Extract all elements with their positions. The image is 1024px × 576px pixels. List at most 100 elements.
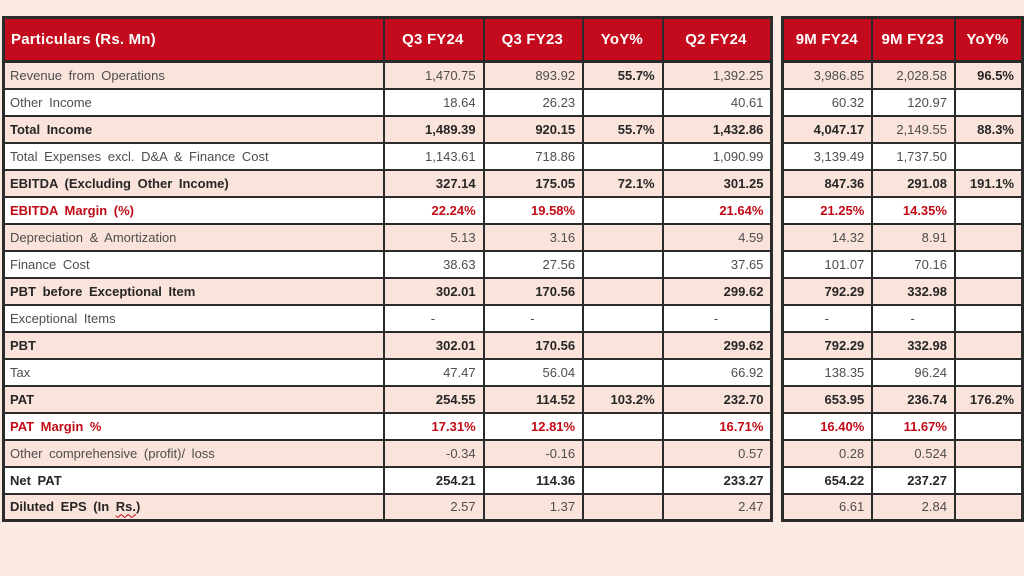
table-row: 6.61 2.84 <box>781 492 1024 522</box>
row-label: EBITDA Margin (%) <box>2 195 386 225</box>
cell-q3-fy24: 18.64 <box>383 87 485 117</box>
cell-9m-fy23: 236.74 <box>871 384 956 414</box>
cell-q3-fy23: 718.86 <box>482 141 585 171</box>
column-header-yoy-quarter: YoY% <box>582 16 664 63</box>
cell-yoy- <box>582 303 664 333</box>
cell-9m-fy23: 237.27 <box>871 465 956 495</box>
cell-9m-fy24: 60.32 <box>781 87 874 117</box>
column-header-q3-fy23: Q3 FY23 <box>482 16 585 63</box>
table-header-right: 9M FY24 9M FY23 YoY% <box>781 16 1024 63</box>
table-row: EBITDA (Excluding Other Income) 327.14 175… <box>2 168 773 198</box>
table-row: -- <box>781 303 1024 333</box>
table-row: Tax 47.47 56.04 66.92 <box>2 357 773 387</box>
table-row: 847.36 291.08 191.1% <box>781 168 1024 198</box>
cell-q2-fy24: - <box>661 303 773 333</box>
cell-yoy--9m <box>953 222 1024 252</box>
cell-q3-fy23: 19.58% <box>482 195 585 225</box>
table-row: PAT 254.55 114.52 103.2% 232.70 <box>2 384 773 414</box>
cell-yoy- <box>582 141 664 171</box>
row-label: Other comprehensive (profit)/ loss <box>2 438 386 468</box>
cell-q3-fy23: 56.04 <box>482 357 585 387</box>
cell-q3-fy24: 302.01 <box>383 276 485 306</box>
cell-yoy--9m <box>953 276 1024 306</box>
cell-q2-fy24: 1,392.25 <box>661 60 773 90</box>
cell-q2-fy24: 37.65 <box>661 249 773 279</box>
cell-9m-fy23: 14.35% <box>871 195 956 225</box>
header-row: Particulars (Rs. Mn) Q3 FY24 Q3 FY23 YoY… <box>2 16 773 63</box>
cell-q3-fy23: 3.16 <box>482 222 585 252</box>
cell-q2-fy24: 1,432.86 <box>661 114 773 144</box>
cell-q3-fy23: - <box>482 303 585 333</box>
cell-q3-fy23: 170.56 <box>482 330 585 360</box>
results-table-right-section: 9M FY24 9M FY23 YoY% 3,986.85 2,028.58 96.… <box>781 16 1024 522</box>
cell-q3-fy23: 893.92 <box>482 60 585 90</box>
cell-9m-fy23: 291.08 <box>871 168 956 198</box>
row-label: Diluted EPS (In Rs.) <box>2 492 386 522</box>
table-row: Diluted EPS (In Rs.) 2.57 1.37 2.47 <box>2 492 773 522</box>
table-row: 3,986.85 2,028.58 96.5% <box>781 60 1024 90</box>
cell-9m-fy24: 16.40% <box>781 411 874 441</box>
row-label: Finance Cost <box>2 249 386 279</box>
cell-yoy--9m <box>953 87 1024 117</box>
table-row: 654.22 237.27 <box>781 465 1024 495</box>
row-label: Exceptional Items <box>2 303 386 333</box>
cell-q2-fy24: 4.59 <box>661 222 773 252</box>
cell-yoy- <box>582 330 664 360</box>
row-label: PBT before Exceptional Item <box>2 276 386 306</box>
cell-q3-fy23: 114.36 <box>482 465 585 495</box>
cell-q3-fy23: 175.05 <box>482 168 585 198</box>
column-header-yoy-9m: YoY% <box>953 16 1024 63</box>
cell-q3-fy24: 38.63 <box>383 249 485 279</box>
table-row: 14.32 8.91 <box>781 222 1024 252</box>
table-row: Depreciation & Amortization 5.13 3.16 4.59 <box>2 222 773 252</box>
cell-yoy--9m: 88.3% <box>953 114 1024 144</box>
cell-9m-fy23: 332.98 <box>871 276 956 306</box>
table-row: 3,139.49 1,737.50 <box>781 141 1024 171</box>
row-label: Tax <box>2 357 386 387</box>
cell-9m-fy24: 792.29 <box>781 276 874 306</box>
cell-9m-fy24: 654.22 <box>781 465 874 495</box>
table-row: 0.28 0.524 <box>781 438 1024 468</box>
cell-q3-fy24: 5.13 <box>383 222 485 252</box>
spellcheck-underlined-word: Rs. <box>115 499 137 515</box>
cell-yoy--9m <box>953 249 1024 279</box>
column-header-9m-fy23: 9M FY23 <box>871 16 956 63</box>
column-header-particulars: Particulars (Rs. Mn) <box>2 16 386 63</box>
table-row: 60.32 120.97 <box>781 87 1024 117</box>
table-body-right: 3,986.85 2,028.58 96.5% 60.32 120.97 4,047.17… <box>781 60 1024 522</box>
cell-9m-fy23: 1,737.50 <box>871 141 956 171</box>
cell-q2-fy24: 21.64% <box>661 195 773 225</box>
table-row: Finance Cost 38.63 27.56 37.65 <box>2 249 773 279</box>
cell-yoy-: 55.7% <box>582 60 664 90</box>
cell-9m-fy23: 11.67% <box>871 411 956 441</box>
cell-9m-fy24: 101.07 <box>781 249 874 279</box>
table-row: PAT Margin % 17.31% 12.81% 16.71% <box>2 411 773 441</box>
results-table: Particulars (Rs. Mn) Q3 FY24 Q3 FY23 YoY… <box>2 16 1024 522</box>
cell-q3-fy24: 327.14 <box>383 168 485 198</box>
cell-yoy- <box>582 195 664 225</box>
table-row: 4,047.17 2,149.55 88.3% <box>781 114 1024 144</box>
table-row: Other Income 18.64 26.23 40.61 <box>2 87 773 117</box>
header-row: 9M FY24 9M FY23 YoY% <box>781 16 1024 63</box>
cell-q2-fy24: 16.71% <box>661 411 773 441</box>
cell-q2-fy24: 232.70 <box>661 384 773 414</box>
cell-yoy--9m <box>953 141 1024 171</box>
cell-yoy-: 55.7% <box>582 114 664 144</box>
column-header-9m-fy24: 9M FY24 <box>781 16 874 63</box>
row-label: PAT <box>2 384 386 414</box>
cell-yoy- <box>582 438 664 468</box>
cell-q3-fy24: 302.01 <box>383 330 485 360</box>
cell-q3-fy24: 1,143.61 <box>383 141 485 171</box>
table-row: 16.40% 11.67% <box>781 411 1024 441</box>
table-row: 792.29 332.98 <box>781 330 1024 360</box>
cell-9m-fy23: 70.16 <box>871 249 956 279</box>
table-row: Exceptional Items - - - <box>2 303 773 333</box>
table-body-left: Revenue from Operations 1,470.75 893.92 55.… <box>2 60 773 522</box>
cell-q3-fy24: 254.21 <box>383 465 485 495</box>
cell-q2-fy24: 40.61 <box>661 87 773 117</box>
cell-9m-fy24: 792.29 <box>781 330 874 360</box>
cell-9m-fy24: 3,139.49 <box>781 141 874 171</box>
cell-9m-fy23: - <box>871 303 956 333</box>
cell-9m-fy24: 0.28 <box>781 438 874 468</box>
row-label: EBITDA (Excluding Other Income) <box>2 168 386 198</box>
